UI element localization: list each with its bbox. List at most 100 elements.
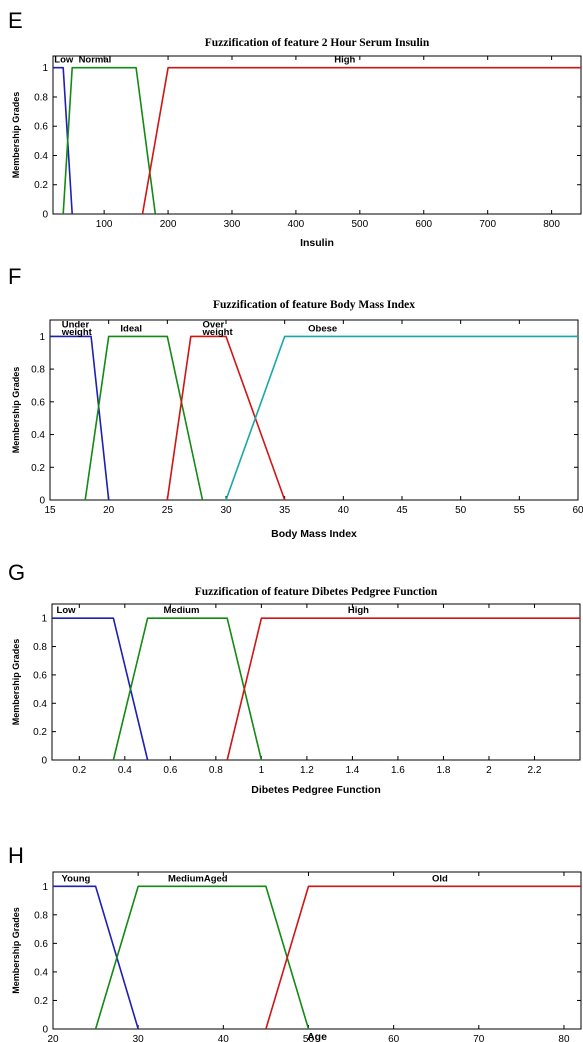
plot-frame (51, 603, 581, 761)
series-label: Low (57, 605, 77, 616)
x-tick-label: 35 (279, 505, 291, 516)
series-line-low (53, 66, 73, 215)
series-label: Medium (164, 605, 200, 616)
x-axis-label: Dibetes Pedgree Function (251, 784, 381, 796)
series-line-young (53, 885, 139, 1030)
x-tick-label: 300 (224, 219, 241, 230)
series-line-ideal (84, 335, 204, 501)
panel-letter: G (8, 560, 25, 585)
y-tick-label: 0.8 (34, 92, 48, 103)
y-tick-label: 1 (42, 882, 48, 893)
x-tick-label: 60 (572, 505, 583, 516)
series-label: Obese (308, 323, 337, 334)
series-label: weight (202, 327, 234, 338)
series-label: High (334, 55, 355, 66)
x-tick-label: 20 (47, 1034, 59, 1042)
x-tick-label: 80 (558, 1034, 570, 1042)
x-axis-label: Body Mass Index (271, 528, 357, 540)
y-tick-label: 0.2 (34, 180, 48, 191)
y-tick-label: 0.2 (34, 996, 48, 1007)
x-tick-label: 200 (160, 219, 177, 230)
series-line-old (265, 885, 581, 1030)
x-tick-label: 1 (259, 765, 265, 776)
x-tick-label: 15 (44, 505, 56, 516)
x-tick-label: 55 (514, 505, 526, 516)
y-tick-label: 1 (41, 614, 47, 625)
y-tick-label: 0 (42, 210, 48, 221)
x-tick-label: 1.8 (436, 765, 450, 776)
chart-panel-e: E Fuzzification of feature 2 Hour Serum I… (8, 8, 582, 249)
chart-title: Fuzzification of feature Dibetes Pedgree… (195, 586, 438, 598)
y-axis-label: Membership Grades (11, 92, 21, 179)
chart-panel-g: G Fuzzification of feature Dibetes Pedgre… (8, 560, 581, 796)
series-label: Under (62, 319, 90, 330)
x-tick-label: 400 (288, 219, 305, 230)
chart-title: Fuzzification of feature 2 Hour Serum In… (205, 37, 430, 49)
series-line-high (141, 66, 581, 215)
x-tick-label: 70 (473, 1034, 485, 1042)
panel-letter: E (8, 8, 23, 33)
series-label: weight (61, 327, 93, 338)
x-tick-label: 0.4 (118, 765, 132, 776)
x-tick-label: 25 (162, 505, 174, 516)
x-tick-label: 1.2 (300, 765, 314, 776)
series-label: Over (203, 319, 225, 330)
x-tick-label: 2.2 (528, 765, 542, 776)
x-axis-label: Age (307, 1031, 327, 1042)
series-label: MediumAged (168, 873, 228, 884)
y-tick-label: 1 (39, 332, 45, 343)
x-axis-label: Insulin (300, 237, 334, 249)
x-tick-label: 0.6 (163, 765, 177, 776)
x-tick-label: 60 (388, 1034, 400, 1042)
panel-letter: F (8, 264, 21, 289)
y-tick-label: 0.8 (33, 642, 47, 653)
series-line-high (226, 617, 580, 761)
plot-frame (52, 871, 582, 1030)
x-tick-label: 600 (415, 219, 432, 230)
y-tick-label: 0 (39, 496, 45, 507)
x-tick-label: 30 (133, 1034, 145, 1042)
series-line-normal (62, 66, 157, 215)
y-tick-label: 0.6 (34, 939, 48, 950)
x-tick-label: 50 (455, 505, 467, 516)
x-tick-label: 100 (96, 219, 113, 230)
x-tick-label: 1.4 (345, 765, 359, 776)
y-axis-label: Membership Grades (11, 639, 21, 726)
y-tick-label: 0.4 (31, 430, 45, 441)
y-tick-label: 0 (41, 756, 47, 767)
y-axis-label: Membership Grades (11, 367, 21, 454)
x-tick-label: 0.8 (209, 765, 223, 776)
x-tick-label: 500 (351, 219, 368, 230)
x-tick-label: 1.6 (391, 765, 405, 776)
series-label: Low (54, 55, 74, 66)
y-tick-label: 0.6 (34, 122, 48, 133)
y-tick-label: 0.8 (34, 910, 48, 921)
x-tick-label: 50 (303, 1034, 315, 1042)
series-line-low (52, 617, 149, 761)
y-tick-label: 0.6 (33, 670, 47, 681)
series-label: High (348, 605, 369, 616)
x-tick-label: 30 (220, 505, 232, 516)
x-tick-label: 2 (486, 765, 492, 776)
y-tick-label: 0.4 (33, 699, 47, 710)
panel-letter: H (8, 843, 24, 868)
y-tick-label: 0.4 (34, 151, 48, 162)
chart-panel-f: F Fuzzification of feature Body Mass Inde… (8, 264, 583, 540)
series-label: Normal (79, 55, 112, 66)
y-tick-label: 0.6 (31, 397, 45, 408)
x-tick-label: 20 (103, 505, 115, 516)
series-line-under-weight (50, 335, 110, 501)
x-tick-label: 800 (543, 219, 560, 230)
y-tick-label: 0.2 (31, 463, 45, 474)
plot-frame (52, 55, 582, 215)
series-label: Old (432, 873, 448, 884)
y-tick-label: 0.4 (34, 967, 48, 978)
x-tick-label: 45 (396, 505, 408, 516)
y-tick-label: 0 (42, 1025, 48, 1036)
x-tick-label: 0.2 (72, 765, 86, 776)
series-line-obese (225, 335, 578, 501)
x-tick-label: 40 (218, 1034, 230, 1042)
chart-title: Fuzzification of feature Body Mass Index (213, 299, 415, 311)
y-tick-label: 0.2 (33, 727, 47, 738)
